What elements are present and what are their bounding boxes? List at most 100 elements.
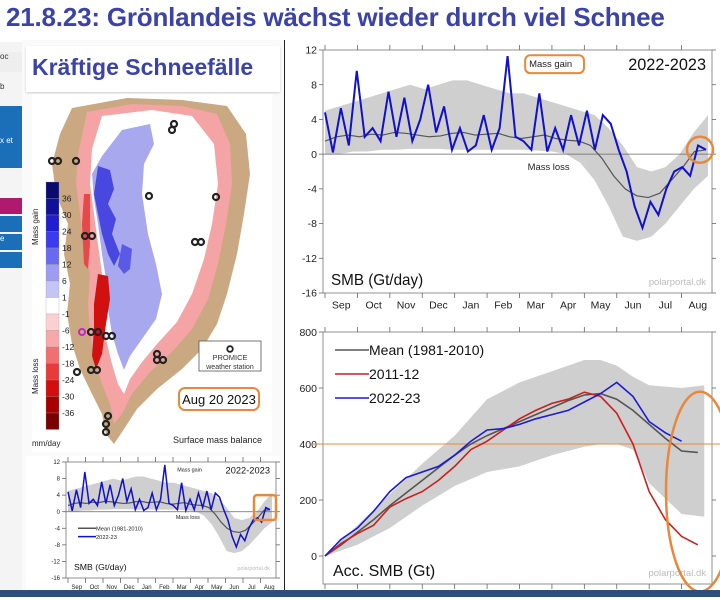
colorbar-swatch <box>45 231 60 249</box>
mass-gain-highlight <box>524 54 585 75</box>
side-strip-item[interactable]: x et <box>0 106 22 168</box>
x-tick-label: Dec <box>124 585 135 591</box>
colorbar-tick-label: -24 <box>62 375 75 385</box>
station-marker[interactable] <box>158 355 168 365</box>
station-marker[interactable] <box>72 367 82 377</box>
station-marker[interactable] <box>101 419 111 429</box>
station-marker[interactable] <box>107 331 117 341</box>
side-strip: oc b x et e <box>0 42 24 597</box>
colorbar-tick-label: -18 <box>62 359 75 369</box>
chart-title: 2022-2023 <box>628 56 706 74</box>
colorbar-unit: mm/day <box>32 439 60 448</box>
small-chart-box: 12 8 4 0 -4 -8 -12 -16 Sep Oct Nov Dec Jan Feb Mar Apr M… <box>26 456 280 594</box>
colorbar-swatch <box>45 297 60 315</box>
ice-loss-strong <box>82 194 90 269</box>
station-legend-label-2: weather station <box>205 364 254 371</box>
legend-label: Mean (1981-2010) <box>96 526 143 532</box>
side-strip-item[interactable] <box>0 216 22 232</box>
colorbar-tick-label: 30 <box>62 210 72 220</box>
station-marker[interactable] <box>71 156 81 166</box>
x-tick-label: Aug <box>688 300 707 312</box>
right-panel: 12 8 4 0 -4 -8 -12 -16 Sep Oct Nov Dec Jan Feb Mar Apr M… <box>285 38 720 602</box>
colorbar-tick-label: 18 <box>62 243 72 253</box>
y-tick-label: 0 <box>311 149 317 161</box>
colorbar-tick-label: -6 <box>62 326 70 336</box>
y-tick-label: -8 <box>55 543 61 549</box>
page-title: 21.8.23: Grönlandeis wächst wieder durch… <box>6 2 665 32</box>
y-tick-label: 200 <box>299 495 317 507</box>
station-marker[interactable] <box>53 156 63 166</box>
date-highlight-box <box>178 387 260 411</box>
y-tick-label: 4 <box>311 114 317 126</box>
y-tick-label: -4 <box>55 526 61 532</box>
side-strip-item[interactable] <box>0 198 22 214</box>
colorbar-swatch <box>45 346 60 364</box>
side-strip-item[interactable]: b <box>0 82 5 91</box>
side-strip-item[interactable] <box>0 252 22 268</box>
station-marker[interactable] <box>101 427 111 437</box>
y-tick-label: -16 <box>302 288 317 300</box>
latest-value-highlight <box>252 493 278 522</box>
x-tick-label: May <box>591 300 612 312</box>
station-marker-highlighted[interactable] <box>78 328 86 336</box>
station-legend-label-1: PROMICE <box>212 353 247 362</box>
colorbar-swatch <box>45 247 60 265</box>
x-tick-label: Sep <box>71 585 82 591</box>
ice-loss-strong <box>92 274 110 369</box>
series-line-2011-12 <box>324 391 699 557</box>
map-date: Aug 20 2023 <box>182 392 256 407</box>
x-tick-label: Nov <box>106 585 117 591</box>
side-strip-item[interactable]: e <box>0 234 22 250</box>
station-marker[interactable] <box>87 231 97 241</box>
colorbar-swatch <box>45 396 60 414</box>
mass-loss-label: Mass loss <box>176 515 200 521</box>
station-marker[interactable] <box>103 411 113 421</box>
series-line-2022-23 <box>67 464 271 550</box>
y-tick-label: 800 <box>299 327 317 339</box>
series-line-2022-23 <box>324 55 707 232</box>
colorbar-swatch <box>45 264 60 282</box>
x-tick-label: Jan <box>142 585 152 591</box>
station-marker[interactable] <box>167 125 177 135</box>
legend-label: 2011-12 <box>369 366 420 382</box>
station-marker[interactable] <box>196 237 206 247</box>
legend-label: Mean (1981-2010) <box>369 342 484 358</box>
station-marker[interactable] <box>92 365 102 375</box>
ice-gain-strong <box>118 244 132 274</box>
y-tick-label: 12 <box>53 460 60 466</box>
y-tick-label: -4 <box>308 184 317 196</box>
colorbar-tick-label: 1 <box>62 293 67 303</box>
y-tick-label: 4 <box>57 493 61 499</box>
x-tick-label: Apr <box>195 585 204 591</box>
colorbar-tick-label: -1 <box>62 309 70 319</box>
colorbar-swatch <box>45 412 60 430</box>
bottom-bar <box>0 590 720 597</box>
x-tick-label: Feb <box>159 585 170 591</box>
y-tick-label: 0 <box>311 551 317 563</box>
colorbar-swatch <box>45 214 60 232</box>
legend-label: 2022-23 <box>369 390 421 406</box>
x-tick-label: Mar <box>527 300 546 312</box>
greenland-smb-map: 36 30 24 18 12 6 1 -1 -6 -12 -18 -24 -30 -36 Mass gai… <box>31 94 272 452</box>
source-label: polarportal.dk <box>237 566 270 572</box>
y-tick-label: 0 <box>57 510 61 516</box>
x-tick-label: Sep <box>332 300 351 312</box>
colorbar-swatch <box>45 198 60 216</box>
station-marker[interactable] <box>144 191 154 201</box>
map-caption: Surface mass balance <box>173 435 262 445</box>
left-panel: Kräftige Schneefälle <box>22 40 286 597</box>
side-strip-item[interactable]: oc <box>0 52 22 72</box>
colorbar-swatch <box>45 313 60 331</box>
weather-stations <box>47 119 221 437</box>
colorbar-swatch <box>45 379 60 397</box>
colorbar: 36 30 24 18 12 6 1 -1 -6 -12 -18 -24 -30 -36 <box>45 181 75 430</box>
x-tick-label: May <box>211 585 222 591</box>
colorbar-loss-label: Mass loss <box>32 358 40 394</box>
station-marker[interactable] <box>211 192 221 202</box>
station-marker[interactable] <box>93 327 103 337</box>
colorbar-swatch <box>45 363 60 381</box>
x-tick-label: Feb <box>494 300 512 312</box>
colorbar-tick-label: 12 <box>62 260 72 270</box>
x-tick-label: Dec <box>429 300 448 312</box>
x-tick-label: Jan <box>462 300 479 312</box>
